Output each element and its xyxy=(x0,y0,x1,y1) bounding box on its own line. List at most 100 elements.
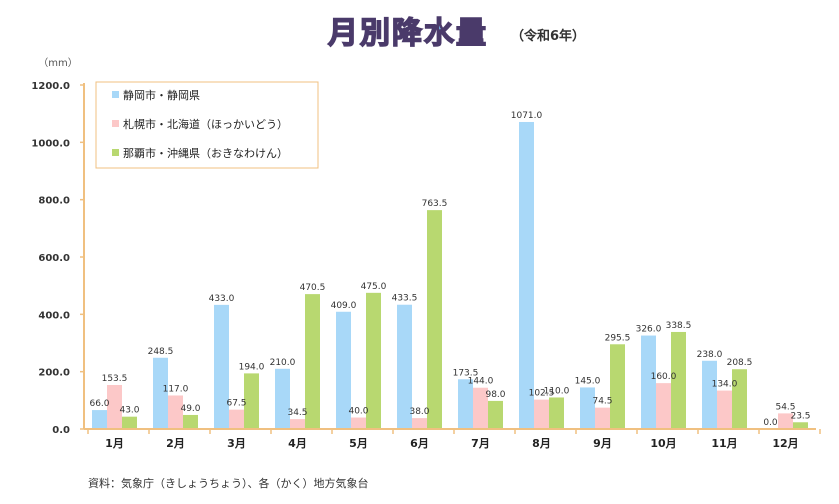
x-tick-label: 2月 xyxy=(166,437,185,450)
x-tick-label: 3月 xyxy=(227,437,246,450)
bar-value-label: 110.0 xyxy=(544,386,570,396)
bar-shizuoka xyxy=(92,410,107,429)
bar-value-label: 74.5 xyxy=(592,397,612,407)
bar-value-label: 763.5 xyxy=(422,199,448,209)
bar-value-label: 210.0 xyxy=(270,358,296,368)
legend-box xyxy=(95,81,319,169)
y-axis-ticks: 0.0 200.0 400.0 600.0 800.0 1000.0 1200.0 xyxy=(31,81,84,436)
bar-value-label: 144.0 xyxy=(468,377,494,387)
bar-sapporo xyxy=(717,390,732,429)
bar-value-label: 433.5 xyxy=(392,294,418,304)
bar-value-label: 145.0 xyxy=(575,376,601,386)
bar-naha xyxy=(549,397,564,429)
x-tick-label: 11月 xyxy=(711,437,737,450)
bar-value-label: 433.0 xyxy=(209,294,235,304)
bar-sapporo xyxy=(351,417,366,429)
bar-shizuoka xyxy=(397,304,412,429)
bar-value-label: 338.5 xyxy=(666,321,692,331)
bar-sapporo xyxy=(473,387,488,429)
legend: 静岡市・静岡県 札幌市・北海道（ほっかいどう） 那覇市・沖縄県（おきなわけん） xyxy=(95,81,319,169)
bar-value-label: 49.0 xyxy=(180,404,200,414)
source-note: 資料：気象庁（きしょうちょう）、各（かく）地方気象台 xyxy=(88,476,369,490)
legend-swatch-shizuoka xyxy=(112,91,119,98)
bar-shizuoka xyxy=(519,121,534,429)
y-tick-label: 400.0 xyxy=(38,310,70,321)
bar-sapporo xyxy=(656,383,671,429)
y-unit-label: （mm） xyxy=(38,57,77,69)
bar-value-label: 1071.0 xyxy=(511,111,543,121)
bar-value-label: 238.0 xyxy=(697,350,723,360)
bar-value-label: 409.0 xyxy=(331,301,357,311)
bar-value-label: 248.5 xyxy=(148,347,174,357)
bars-group xyxy=(92,121,808,429)
bar-shizuoka xyxy=(214,304,229,429)
bar-shizuoka xyxy=(275,368,290,429)
bar-value-label: 475.0 xyxy=(361,282,387,292)
bar-naha xyxy=(122,416,137,429)
y-tick-label: 1000.0 xyxy=(31,138,70,149)
y-tick-label: 1200.0 xyxy=(31,81,70,92)
chart-title: 月別降水量 xyxy=(328,16,488,51)
legend-swatch-sapporo xyxy=(112,120,119,127)
x-axis-ticks: 1月 2月 3月 4月 5月 6月 7月 8月 9月 10月 11月 12月 xyxy=(87,429,821,450)
legend-swatch-naha xyxy=(112,149,119,156)
x-tick-label: 5月 xyxy=(349,437,368,450)
legend-label-shizuoka: 静岡市・静岡県 xyxy=(123,88,200,102)
bar-naha xyxy=(183,414,198,429)
bar-naha xyxy=(610,344,625,429)
bar-value-label: 160.0 xyxy=(651,372,677,382)
bar-value-label: 38.0 xyxy=(409,407,429,417)
bar-value-label: 173.5 xyxy=(453,368,479,378)
bar-sapporo xyxy=(290,419,305,429)
bar-value-label: 134.0 xyxy=(712,380,738,390)
bar-sapporo xyxy=(168,395,183,429)
bar-naha xyxy=(305,294,320,429)
bar-value-label: 326.0 xyxy=(636,325,662,335)
bar-value-label: 470.5 xyxy=(300,283,326,293)
bar-value-label: 23.5 xyxy=(790,411,810,421)
bar-value-label: 40.0 xyxy=(348,407,368,417)
bar-value-label: 98.0 xyxy=(485,390,505,400)
bar-value-label: 0.0 xyxy=(763,418,778,428)
bar-sapporo xyxy=(412,418,427,429)
bar-shizuoka xyxy=(458,379,473,429)
x-tick-label: 12月 xyxy=(772,437,798,450)
x-tick-label: 7月 xyxy=(471,437,490,450)
y-tick-label: 200.0 xyxy=(38,368,70,379)
bar-naha xyxy=(244,373,259,429)
bar-sapporo xyxy=(534,399,549,429)
legend-label-naha: 那覇市・沖縄県（おきなわけん） xyxy=(123,146,288,160)
chart-subtitle: （令和6年） xyxy=(511,28,585,44)
legend-label-sapporo: 札幌市・北海道（ほっかいどう） xyxy=(123,117,288,131)
y-tick-label: 800.0 xyxy=(38,196,70,207)
bar-value-label: 117.0 xyxy=(163,384,189,394)
bar-naha xyxy=(793,422,808,429)
bar-value-label: 67.5 xyxy=(226,399,246,409)
bar-naha xyxy=(488,400,503,429)
x-tick-label: 8月 xyxy=(532,437,551,450)
bar-shizuoka xyxy=(153,357,168,429)
bar-labels-group: 66.0 153.5 43.0 248.5 117.0 49.0 433.0 67.5 194.… xyxy=(89,111,810,428)
bar-value-label: 66.0 xyxy=(89,399,109,409)
bar-value-label: 295.5 xyxy=(605,333,631,343)
bar-naha xyxy=(671,331,686,429)
bar-value-label: 194.0 xyxy=(239,362,265,372)
x-tick-label: 1月 xyxy=(105,437,124,450)
x-tick-label: 10月 xyxy=(650,437,676,450)
bar-value-label: 102.5 xyxy=(529,389,555,399)
bar-shizuoka xyxy=(336,311,351,429)
x-tick-label: 9月 xyxy=(593,437,612,450)
bar-sapporo xyxy=(595,407,610,429)
bar-sapporo xyxy=(107,384,122,429)
y-tick-label: 600.0 xyxy=(38,253,70,264)
bar-value-label: 43.0 xyxy=(119,406,139,416)
bar-naha xyxy=(732,369,747,429)
bar-value-label: 34.5 xyxy=(287,408,307,418)
bar-shizuoka xyxy=(580,387,595,429)
bar-shizuoka xyxy=(702,360,717,429)
bar-naha xyxy=(427,210,442,429)
x-tick-label: 6月 xyxy=(410,437,429,450)
bar-sapporo xyxy=(778,413,793,429)
bar-shizuoka xyxy=(641,335,656,429)
